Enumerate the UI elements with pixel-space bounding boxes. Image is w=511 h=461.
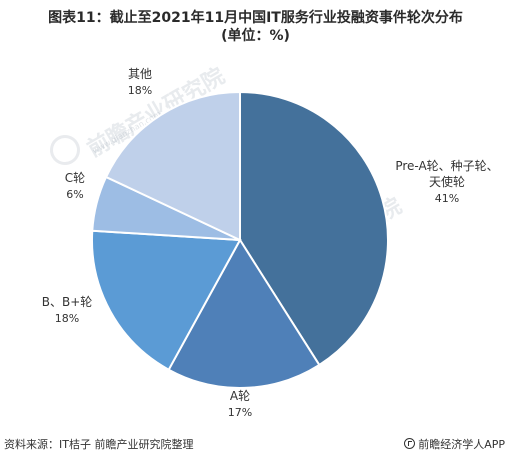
slice-label-0: Pre-A轮、种子轮、 <box>395 159 498 173</box>
brand-logo-icon <box>404 438 416 449</box>
slice-value-label-3: 6% <box>66 188 83 201</box>
footer: 资料来源：IT桔子 前瞻产业研究院整理 前瞻经济学人APP <box>4 437 505 453</box>
slice-label-3: C轮 <box>65 171 85 185</box>
brand-text: 前瞻经济学人APP <box>418 438 505 451</box>
chart-title: 图表11：截止至2021年11月中国IT服务行业投融资事件轮次分布 (单位：%) <box>0 9 511 45</box>
pie-slice-2 <box>90 229 242 372</box>
pie-slice-1 <box>167 238 321 389</box>
chart-title-line1: 图表11：截止至2021年11月中国IT服务行业投融资事件轮次分布 <box>48 10 463 26</box>
slice-value-label-2: 18% <box>55 312 79 325</box>
slice-label-1: A轮 <box>230 389 250 403</box>
chart-title-unit: (单位：%) <box>221 28 290 44</box>
slice-label-0: 天使轮 <box>429 174 465 189</box>
slice-value-label-0: 41% <box>435 192 459 205</box>
slice-value-label-4: 18% <box>128 84 152 97</box>
brand-credit: 前瞻经济学人APP <box>404 437 505 453</box>
slice-value-label-1: 17% <box>228 406 252 419</box>
pie-slice-4 <box>104 90 241 242</box>
slice-label-2: B、B+轮 <box>42 295 93 309</box>
source-note: 资料来源：IT桔子 前瞻产业研究院整理 <box>4 438 194 451</box>
slice-label-4: 其他 <box>128 67 152 81</box>
